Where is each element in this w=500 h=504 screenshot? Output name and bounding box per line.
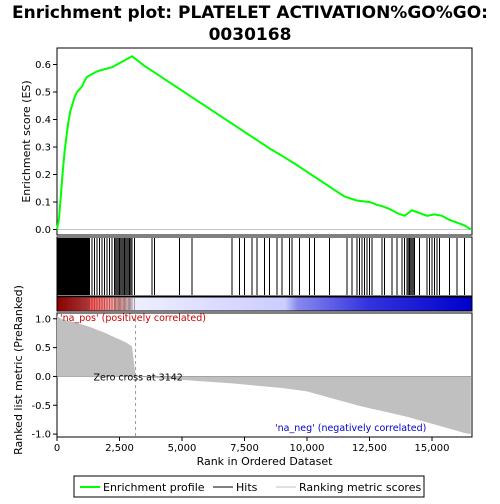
positive-correlation-label: 'na_pos' (positively correlated) (60, 313, 206, 324)
metric-y-tick-label: -1.0 (31, 430, 51, 441)
es-y-tick-label: 0.6 (35, 60, 51, 71)
es-y-axis-label: Enrichment score (ES) (20, 80, 33, 202)
legend: Enrichment profile Hits Ranking metric sco… (73, 475, 425, 498)
x-tick-label: 10,000 (290, 443, 325, 454)
zero-cross-label: Zero cross at 3142 (94, 372, 183, 383)
hits-panel (56, 236, 473, 297)
metric-y-axis-label: Ranked list metric (PreRanked) (12, 285, 25, 455)
metric-y-tick-label: 1.0 (35, 314, 51, 325)
enrichment-profile-line (56, 55, 472, 231)
legend-label-hits: Hits (236, 481, 258, 494)
metric-y-tick-label: -0.5 (31, 401, 51, 412)
es-y-tick-label: 0.1 (35, 198, 51, 209)
es-plot-frame (56, 47, 473, 236)
x-tick-label: 12,500 (352, 443, 387, 454)
x-tick-label: 2,500 (105, 443, 134, 454)
x-tick-label: 5,000 (168, 443, 197, 454)
rank-gradient-bar (56, 296, 473, 312)
x-tick-label: 0 (54, 443, 60, 454)
x-axis: 0 2,500 5,000 7,500 10,000 12,500 15,000 Rank i… (54, 437, 450, 468)
ranking-metric-panel: Zero cross at 3142 'na_pos' (positively c… (12, 285, 473, 455)
legend-label-metric: Ranking metric scores (299, 481, 421, 494)
x-axis-label: Rank in Ordered Dataset (197, 455, 334, 468)
es-y-tick-label: 0.3 (35, 143, 51, 154)
ranking-metric-area (57, 315, 471, 435)
x-tick-label: 15,000 (415, 443, 450, 454)
es-y-tick-label: 0.4 (35, 115, 51, 126)
es-y-tick-label: 0.5 (35, 88, 51, 99)
es-y-tick-label: 0.2 (35, 170, 51, 181)
es-y-tick-label: 0.0 (35, 225, 51, 236)
chart-title: Enrichment plot: PLATELET ACTIVATION%GO%… (12, 3, 488, 45)
chart-title-line: Enrichment plot: PLATELET ACTIVATION%GO%… (12, 3, 488, 23)
chart-title-line: 0030168 (209, 25, 292, 45)
x-tick-label: 7,500 (230, 443, 259, 454)
metric-y-tick-label: 0.0 (35, 372, 51, 383)
legend-box (73, 475, 425, 498)
negative-correlation-label: 'na_neg' (negatively correlated) (275, 423, 426, 434)
rank-color-bar (56, 296, 473, 312)
metric-y-tick-label: 0.5 (35, 343, 51, 354)
legend-label-es: Enrichment profile (103, 481, 205, 494)
